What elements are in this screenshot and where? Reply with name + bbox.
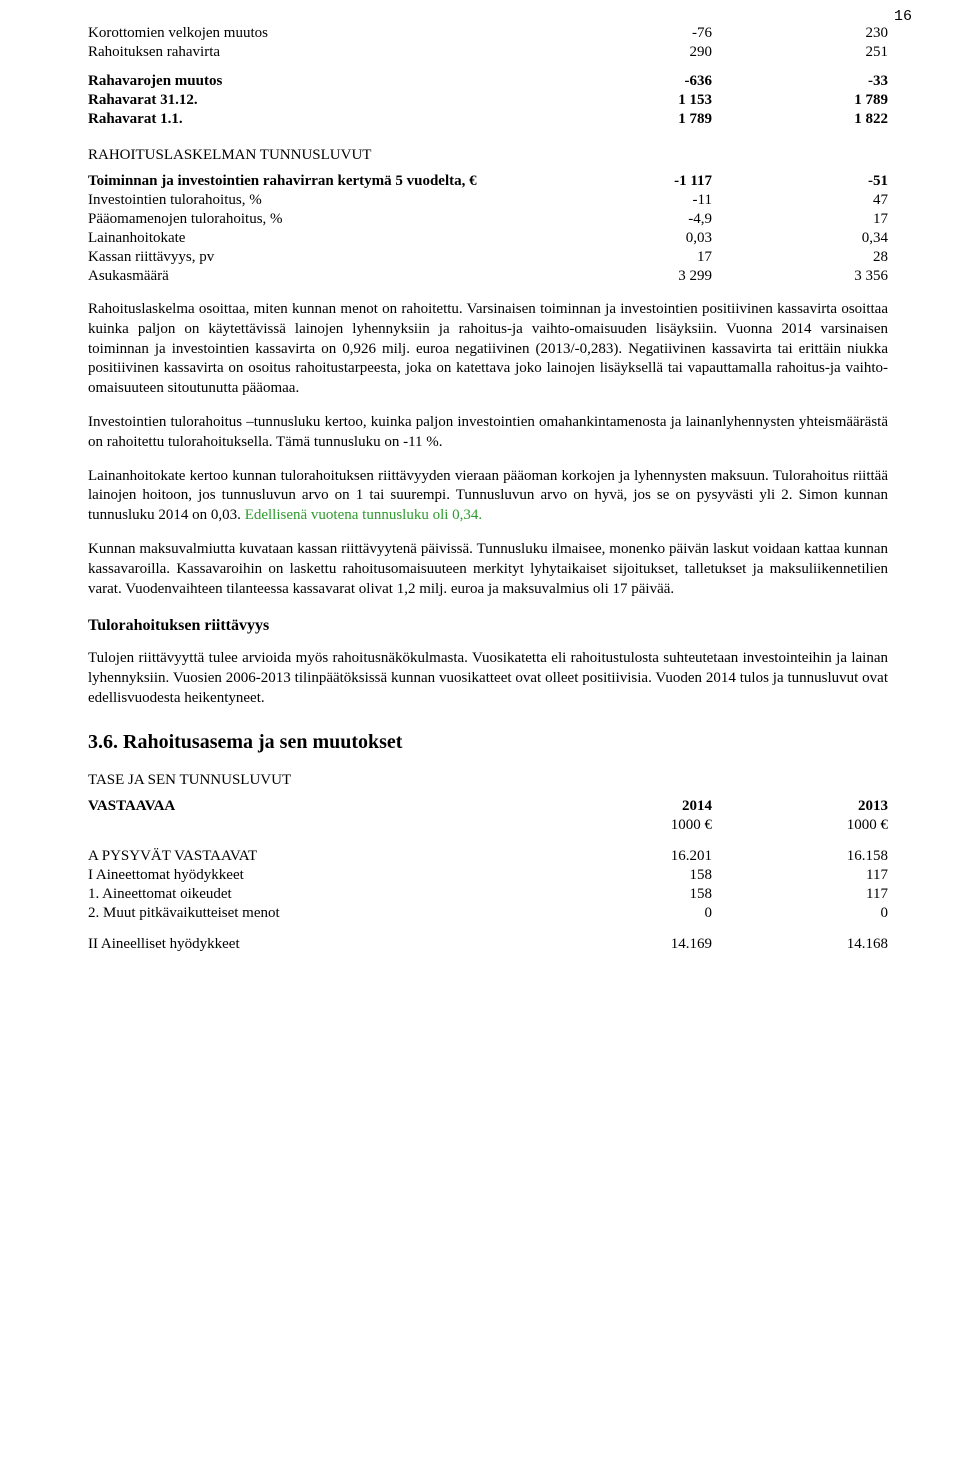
table-row: Rahoituksen rahavirta 290 251 <box>88 43 888 62</box>
sub-label <box>88 816 536 835</box>
tuloraho-heading: Tulorahoituksen riittävyys <box>88 617 888 635</box>
row-label: Toiminnan ja investointien rahavirran ke… <box>88 172 536 191</box>
row-val2: 0 <box>712 904 888 923</box>
top-table: Korottomien velkojen muutos -76 230 Raho… <box>88 24 888 62</box>
row-val2: 3 356 <box>712 267 888 286</box>
row-val1: 1 153 <box>536 91 712 110</box>
row-val1: -11 <box>536 191 712 210</box>
row-val1: 0,03 <box>536 229 712 248</box>
header-label: VASTAAVAA <box>88 797 536 816</box>
row-label: Kassan riittävyys, pv <box>88 248 536 267</box>
table-header-row: VASTAAVAA 2014 2013 <box>88 797 888 816</box>
row-val2: 1 822 <box>712 110 888 129</box>
para3-main: Lainanhoitokate kertoo kunnan tulorahoit… <box>88 468 888 524</box>
row-val2: 17 <box>712 210 888 229</box>
row-val1: 0 <box>536 904 712 923</box>
header-v1: 2014 <box>536 797 712 816</box>
table-row: Rahavarojen muutos -636 -33 <box>88 72 888 91</box>
row-label: Rahavarat 1.1. <box>88 110 536 129</box>
header-v2: 2013 <box>712 797 888 816</box>
row-val1: 3 299 <box>536 267 712 286</box>
paragraph-1: Rahoituslaskelma osoittaa, miten kunnan … <box>88 300 888 399</box>
table-row: Lainanhoitokate 0,03 0,34 <box>88 229 888 248</box>
paragraph-2: Investointien tulorahoitus –tunnusluku k… <box>88 413 888 453</box>
sub-v1: 1000 € <box>536 816 712 835</box>
vastaavaa-table: VASTAAVAA 2014 2013 1000 € 1000 € <box>88 797 888 835</box>
paragraph-4: Kunnan maksuvalmiutta kuvataan kassan ri… <box>88 540 888 599</box>
table-row: Rahavarat 31.12. 1 153 1 789 <box>88 91 888 110</box>
tunnus-table: Toiminnan ja investointien rahavirran ke… <box>88 172 888 286</box>
sub-v2: 1000 € <box>712 816 888 835</box>
row-val2: 28 <box>712 248 888 267</box>
row-label: Investointien tulorahoitus, % <box>88 191 536 210</box>
row-val2: -51 <box>712 172 888 191</box>
row-val1: -76 <box>536 24 712 43</box>
paragraph-5: Tulojen riittävyyttä tulee arvioida myös… <box>88 649 888 708</box>
row-label: Rahavarojen muutos <box>88 72 536 91</box>
row-val2: 47 <box>712 191 888 210</box>
row-val2: -33 <box>712 72 888 91</box>
bold-table: Rahavarojen muutos -636 -33 Rahavarat 31… <box>88 72 888 129</box>
table-row: Investointien tulorahoitus, % -11 47 <box>88 191 888 210</box>
row-val1: 14.169 <box>536 935 712 954</box>
row-val2: 230 <box>712 24 888 43</box>
table-row: 1. Aineettomat oikeudet 158 117 <box>88 885 888 904</box>
row-val2: 117 <box>712 885 888 904</box>
row-val2: 1 789 <box>712 91 888 110</box>
paragraph-3: Lainanhoitokate kertoo kunnan tulorahoit… <box>88 467 888 526</box>
row-val2: 117 <box>712 866 888 885</box>
rahoitus-heading: RAHOITUSLASKELMAN TUNNUSLUVUT <box>88 147 888 164</box>
row-label: Asukasmäärä <box>88 267 536 286</box>
row-val2: 14.168 <box>712 935 888 954</box>
table-subheader-row: 1000 € 1000 € <box>88 816 888 835</box>
row-val1: -1 117 <box>536 172 712 191</box>
row-label: Rahavarat 31.12. <box>88 91 536 110</box>
table-row: II Aineelliset hyödykkeet 14.169 14.168 <box>88 935 888 954</box>
row-val1: -4,9 <box>536 210 712 229</box>
row-val1: 16.201 <box>536 847 712 866</box>
row-label: Lainanhoitokate <box>88 229 536 248</box>
row-label: Pääomamenojen tulorahoitus, % <box>88 210 536 229</box>
row-label: 2. Muut pitkävaikutteiset menot <box>88 904 536 923</box>
row-label: I Aineettomat hyödykkeet <box>88 866 536 885</box>
vastaavaa-rows-table: A PYSYVÄT VASTAAVAT 16.201 16.158 I Aine… <box>88 847 888 923</box>
row-val2: 0,34 <box>712 229 888 248</box>
table-row: I Aineettomat hyödykkeet 158 117 <box>88 866 888 885</box>
row-val1: 17 <box>536 248 712 267</box>
para3-green: Edellisenä vuotena tunnusluku oli 0,34. <box>241 507 482 523</box>
row-val2: 16.158 <box>712 847 888 866</box>
row-val1: 158 <box>536 866 712 885</box>
row-val2: 251 <box>712 43 888 62</box>
table-row: Toiminnan ja investointien rahavirran ke… <box>88 172 888 191</box>
row-val1: -636 <box>536 72 712 91</box>
table-row: Asukasmäärä 3 299 3 356 <box>88 267 888 286</box>
section-3-6-heading: 3.6. Rahoitusasema ja sen muutokset <box>88 731 888 754</box>
row-label: A PYSYVÄT VASTAAVAT <box>88 847 536 866</box>
last-row-table: II Aineelliset hyödykkeet 14.169 14.168 <box>88 935 888 954</box>
table-row: A PYSYVÄT VASTAAVAT 16.201 16.158 <box>88 847 888 866</box>
table-row: Korottomien velkojen muutos -76 230 <box>88 24 888 43</box>
row-val1: 290 <box>536 43 712 62</box>
row-label: 1. Aineettomat oikeudet <box>88 885 536 904</box>
table-row: Kassan riittävyys, pv 17 28 <box>88 248 888 267</box>
row-val1: 1 789 <box>536 110 712 129</box>
row-label: II Aineelliset hyödykkeet <box>88 935 536 954</box>
row-label: Rahoituksen rahavirta <box>88 43 536 62</box>
table-row: 2. Muut pitkävaikutteiset menot 0 0 <box>88 904 888 923</box>
page-number: 16 <box>894 8 912 25</box>
tase-heading: TASE JA SEN TUNNUSLUVUT <box>88 772 888 789</box>
row-label: Korottomien velkojen muutos <box>88 24 536 43</box>
table-row: Rahavarat 1.1. 1 789 1 822 <box>88 110 888 129</box>
row-val1: 158 <box>536 885 712 904</box>
table-row: Pääomamenojen tulorahoitus, % -4,9 17 <box>88 210 888 229</box>
